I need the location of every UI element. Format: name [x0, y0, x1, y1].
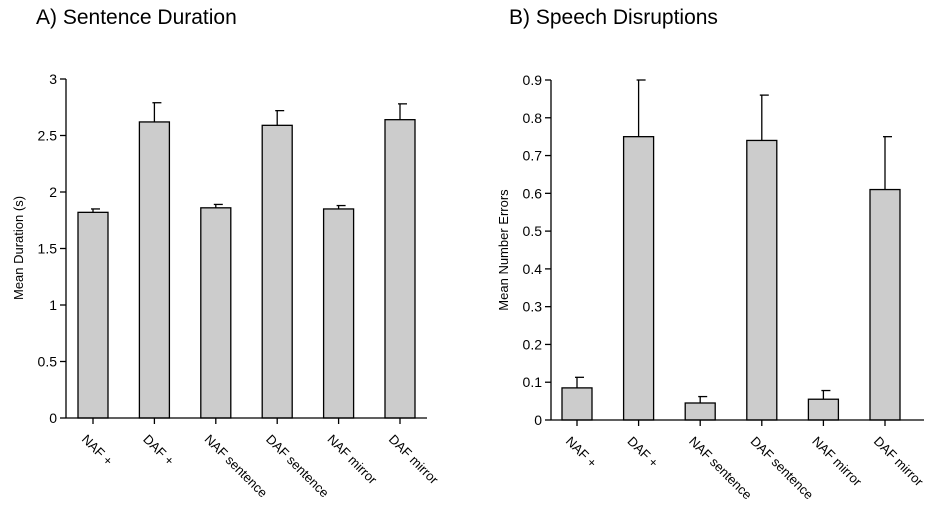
bar — [807, 398, 840, 421]
x-tick-label: DAF mirror — [871, 434, 927, 490]
y-tick-label: 0.1 — [523, 374, 543, 390]
bar — [561, 387, 593, 421]
x-tick-label: DAF sentence — [748, 434, 817, 503]
y-tick-label: 0.3 — [523, 299, 543, 315]
bar — [622, 136, 655, 421]
bar — [261, 124, 293, 419]
bar — [869, 188, 901, 421]
y-tick-label: 0.9 — [523, 72, 543, 88]
x-tick-label: NAF sentence — [686, 434, 755, 503]
y-tick-label: 1.5 — [38, 241, 58, 257]
y-tick-label: 3 — [49, 71, 57, 87]
y-tick-label: 0.5 — [523, 223, 543, 239]
y-axis-title: Mean Duration (s) — [11, 196, 26, 300]
y-tick-label: 1 — [49, 297, 57, 313]
bar — [684, 402, 716, 421]
bar — [746, 139, 778, 421]
y-tick-label: 0 — [534, 412, 542, 428]
x-tick-label: NAF mirror — [809, 434, 865, 490]
x-tick-label: DAF + — [624, 434, 661, 471]
bar — [77, 211, 109, 419]
y-tick-label: 0.5 — [38, 354, 58, 370]
y-axis-title: Mean Number Errors — [496, 189, 511, 311]
y-tick-label: 0.4 — [523, 261, 543, 277]
y-tick-label: 0 — [49, 410, 57, 426]
x-tick-label: NAF + — [563, 434, 600, 471]
y-tick-label: 2 — [49, 184, 57, 200]
chart-b-title: B) Speech Disruptions — [509, 6, 718, 29]
y-tick-label: 0.8 — [523, 110, 543, 126]
y-tick-label: 2.5 — [38, 128, 58, 144]
bar — [138, 121, 171, 419]
y-tick-label: 0.6 — [523, 185, 543, 201]
y-tick-label: 0.2 — [523, 336, 543, 352]
y-tick-label: 0.7 — [523, 148, 543, 164]
bar — [322, 208, 355, 419]
chart-a-title: A) Sentence Duration — [36, 6, 237, 29]
